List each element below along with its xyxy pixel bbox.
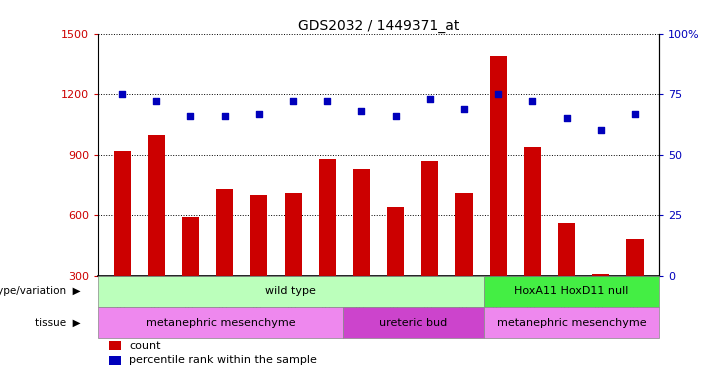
Point (527, 99, 538, 105)
Point (458, 106, 470, 112)
Bar (421, 161, 438, 336)
Text: metanephric mesenchyme: metanephric mesenchyme (496, 318, 646, 328)
Point (595, 128, 606, 134)
Bar (98, 307, 343, 339)
Text: count: count (129, 341, 161, 351)
Text: wild type: wild type (266, 286, 316, 296)
Text: ureteric bud: ureteric bud (379, 318, 448, 328)
Point (185, 113, 196, 119)
Bar (490, 56, 507, 336)
Bar (484, 276, 659, 307)
Bar (387, 207, 404, 336)
Text: percentile rank within the sample: percentile rank within the sample (129, 355, 317, 365)
Text: metanephric mesenchyme: metanephric mesenchyme (146, 318, 296, 328)
Bar (319, 159, 336, 336)
Bar (114, 151, 130, 336)
Point (356, 108, 367, 114)
Bar (182, 217, 199, 336)
Point (561, 116, 572, 122)
Bar (627, 239, 644, 336)
Bar (484, 307, 659, 339)
Bar (98, 276, 484, 307)
Bar (109, 356, 121, 364)
Text: HoxA11 HoxD11 null: HoxA11 HoxD11 null (514, 286, 629, 296)
Point (253, 111, 264, 117)
Bar (353, 169, 370, 336)
Text: genotype/variation  ▶: genotype/variation ▶ (0, 286, 81, 296)
Point (116, 91, 128, 97)
Point (322, 99, 333, 105)
Point (287, 99, 299, 105)
Bar (524, 147, 541, 336)
Bar (285, 193, 301, 336)
Bar (558, 223, 575, 336)
Point (493, 91, 504, 97)
Point (219, 113, 230, 119)
Text: tissue  ▶: tissue ▶ (35, 318, 81, 328)
Title: GDS2032 / 1449371_at: GDS2032 / 1449371_at (298, 19, 459, 33)
Bar (148, 135, 165, 336)
Bar (250, 195, 267, 336)
Bar (216, 189, 233, 336)
Bar (343, 307, 484, 339)
Bar (109, 341, 121, 350)
Bar (456, 193, 472, 336)
Point (151, 99, 162, 105)
Point (424, 96, 435, 102)
Point (390, 113, 401, 119)
Bar (592, 274, 609, 336)
Point (629, 111, 641, 117)
